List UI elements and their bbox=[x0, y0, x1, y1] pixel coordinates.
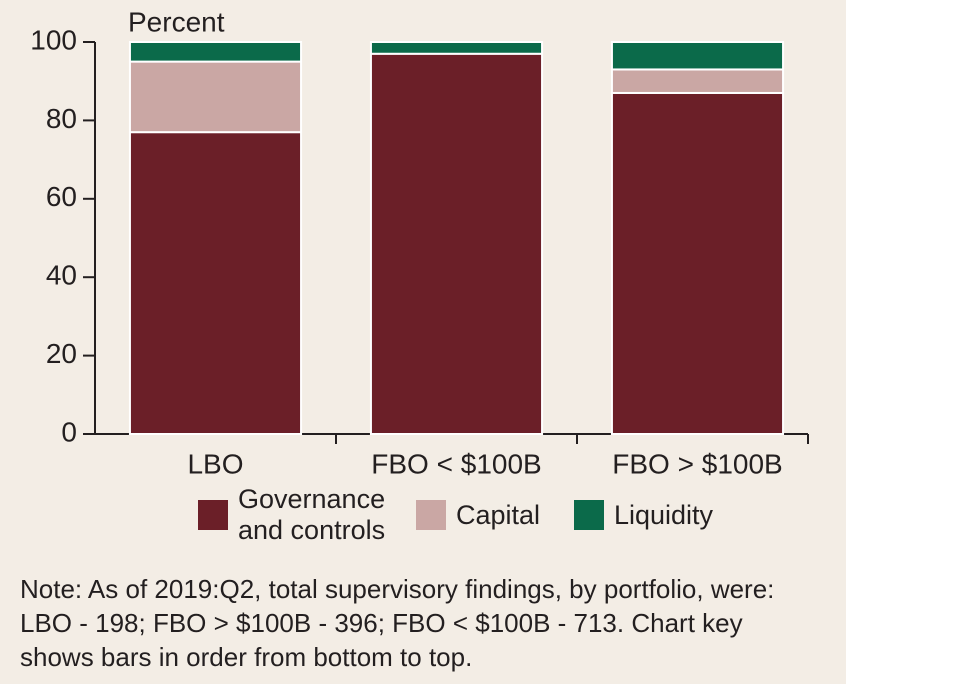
y-axis-label: Percent bbox=[128, 6, 225, 37]
bar-segment bbox=[610, 91, 785, 436]
legend-label: Capital bbox=[456, 499, 541, 530]
bar-segment bbox=[369, 52, 544, 435]
y-tick-label: 60 bbox=[46, 181, 77, 212]
bar-segment bbox=[128, 41, 303, 63]
bar-segment bbox=[610, 68, 785, 94]
x-tick-label: FBO < $100B bbox=[371, 448, 541, 479]
bar-segment bbox=[610, 41, 785, 71]
y-tick-label: 0 bbox=[61, 416, 77, 447]
y-tick-label: 20 bbox=[46, 338, 77, 369]
legend-swatch bbox=[416, 500, 446, 530]
legend-swatch bbox=[198, 500, 228, 530]
legend-label: Governance and controls bbox=[238, 484, 386, 545]
x-tick-label: FBO > $100B bbox=[612, 448, 782, 479]
y-tick-label: 80 bbox=[46, 103, 77, 134]
x-tick-label: LBO bbox=[187, 448, 243, 479]
bar-segment bbox=[128, 60, 303, 134]
y-tick-label: 40 bbox=[46, 260, 77, 291]
note: Note: As of 2019:Q2, total supervisory f… bbox=[20, 574, 775, 672]
bar-segment bbox=[369, 41, 544, 55]
chart: Percent 0 20 40 60 80 100 LBO FBO < $100B FBO > … bbox=[30, 6, 809, 479]
y-tick-label: 100 bbox=[30, 24, 77, 55]
bar-segment bbox=[128, 131, 303, 435]
legend-label: Liquidity bbox=[614, 499, 714, 530]
legend-swatch bbox=[574, 500, 604, 530]
